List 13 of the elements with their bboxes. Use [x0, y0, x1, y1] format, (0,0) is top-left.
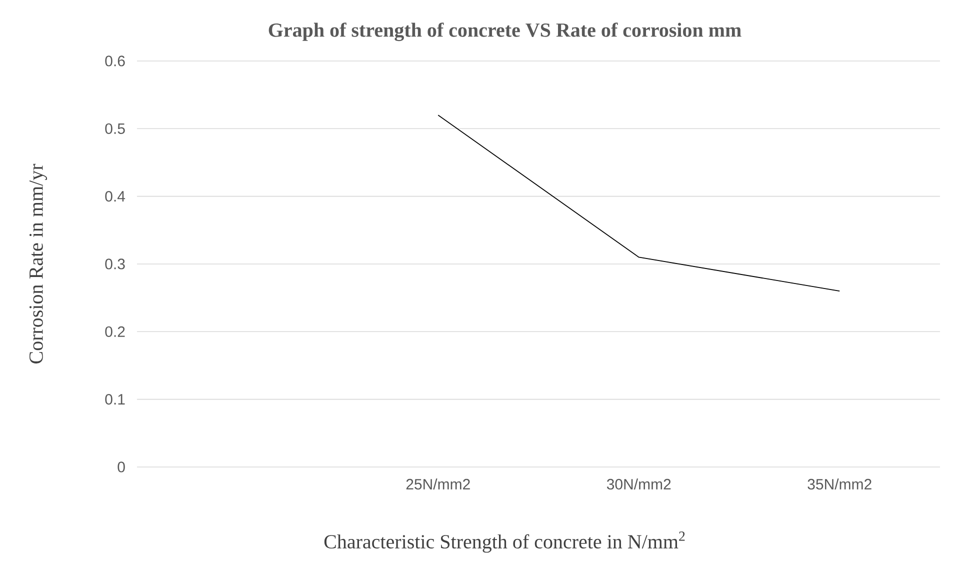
x-tick-label: 35N/mm2 [808, 478, 872, 490]
y-tick-label: 0.3 [105, 258, 125, 270]
y-tick-label: 0.6 [105, 56, 125, 66]
y-tick-label: 0.2 [105, 326, 125, 337]
x-tick-label: 25N/mm2 [406, 478, 470, 490]
chart-title: Graph of strength of concrete VS Rate of corrosion mm [268, 22, 742, 42]
y-tick-label: 0.5 [105, 123, 125, 134]
y-tick-label: 0 [118, 462, 125, 472]
y-tick-label: 0.4 [105, 191, 126, 202]
x-axis-title: Characteristic Strength of concrete in N/mm$^{2}$ [324, 532, 685, 553]
y-tick-label: 0.1 [105, 394, 125, 405]
x-tick-label: 30N/mm2 [606, 478, 671, 490]
y-axis-title: Corrosion Rate in mm/yr [29, 164, 48, 364]
